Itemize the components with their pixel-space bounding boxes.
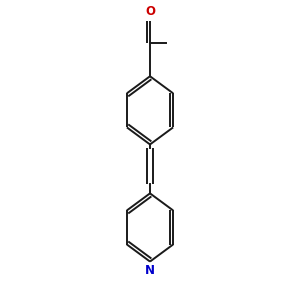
Text: O: O: [145, 5, 155, 18]
Text: N: N: [145, 264, 155, 277]
